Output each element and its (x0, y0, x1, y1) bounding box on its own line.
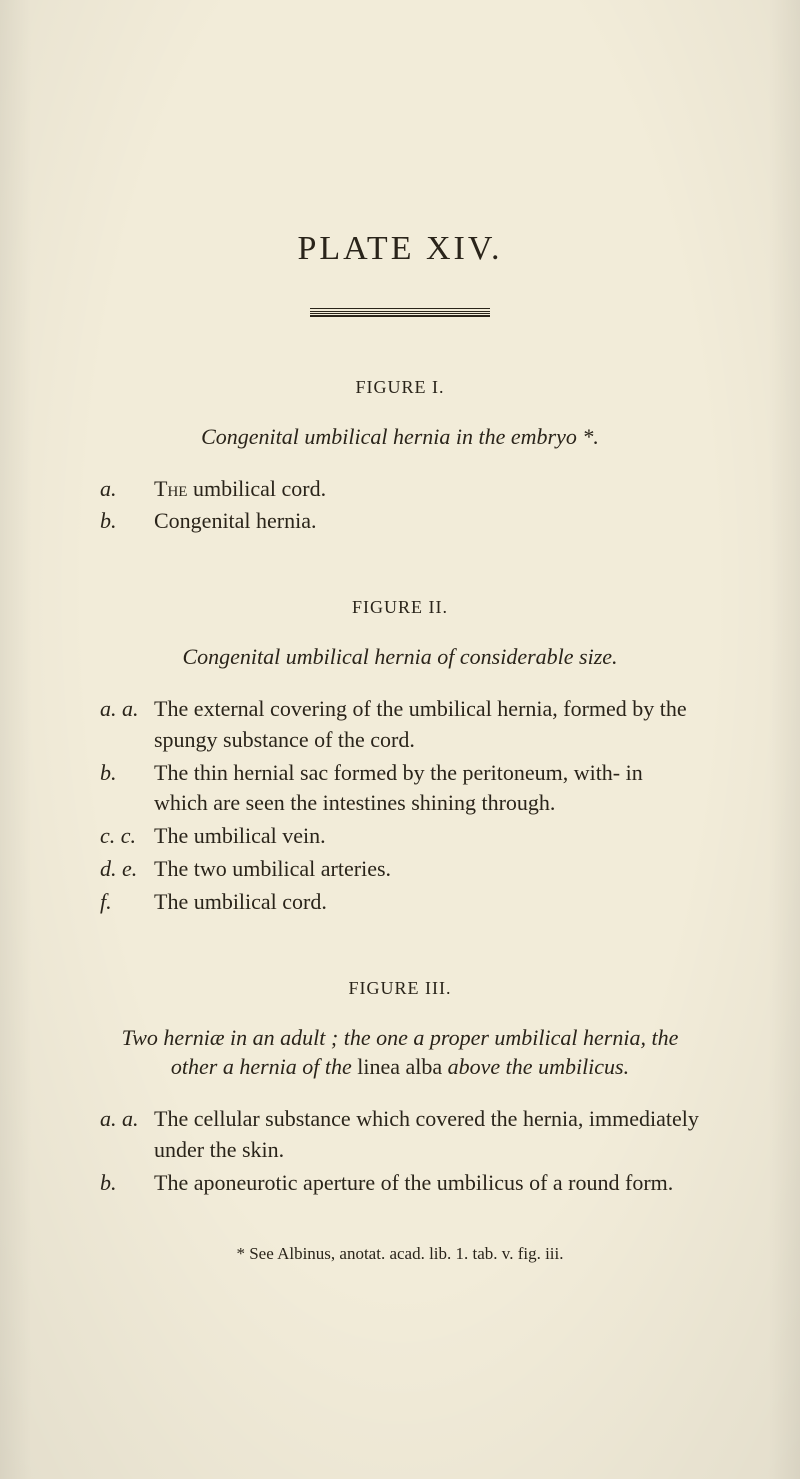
entry-label: b. (100, 758, 154, 789)
entry-text: The thin hernial sac formed by the perit… (154, 758, 700, 820)
footnote: * See Albinus, anotat. acad. lib. 1. tab… (100, 1244, 700, 1264)
title-divider (310, 308, 490, 317)
entry-label: d. e. (100, 854, 154, 885)
entry-label: c. c. (100, 821, 154, 852)
figure-caption: Congenital umbilical hernia in the embry… (100, 422, 700, 452)
figure-entries: a. a. The external covering of the umbil… (100, 694, 700, 918)
section-gap (100, 539, 700, 569)
figure-entries: a. a. The cellular substance which cover… (100, 1104, 700, 1198)
entry: b. The aponeurotic aperture of the umbil… (100, 1168, 700, 1199)
entry: a. a. The external covering of the umbil… (100, 694, 700, 756)
figure-caption: Two herniæ in an adult ; the one a prope… (100, 1023, 700, 1082)
entry: a. The umbilical cord. (100, 474, 700, 505)
entry-text: The two umbilical arteries. (154, 854, 700, 885)
figure-heading: FIGURE III. (100, 978, 700, 999)
entry: b. The thin hernial sac formed by the pe… (100, 758, 700, 820)
entry-text: The umbilical vein. (154, 821, 700, 852)
entry: d. e. The two umbilical arteries. (100, 854, 700, 885)
entry-text: The external covering of the umbilical h… (154, 694, 700, 756)
entry-label: a. a. (100, 694, 154, 725)
entry: c. c. The umbilical vein. (100, 821, 700, 852)
entry-label: a. (100, 474, 154, 505)
entry-label: f. (100, 887, 154, 918)
figure-heading: FIGURE I. (100, 377, 700, 398)
entry-label: b. (100, 506, 154, 537)
plate-title: PLATE XIV. (100, 230, 700, 268)
entry: f. The umbilical cord. (100, 887, 700, 918)
entry-label: b. (100, 1168, 154, 1199)
figure-entries: a. The umbilical cord. b. Congenital her… (100, 474, 700, 538)
entry-text: Congenital hernia. (154, 506, 700, 537)
entry-text: The umbilical cord. (154, 474, 700, 505)
section-gap (100, 920, 700, 950)
page: PLATE XIV. FIGURE I. Congenital umbilica… (0, 0, 800, 1479)
figure-heading: FIGURE II. (100, 597, 700, 618)
figure-caption: Congenital umbilical hernia of considera… (100, 642, 700, 672)
entry-text: The aponeurotic aperture of the umbilicu… (154, 1168, 700, 1199)
entry-text: The umbilical cord. (154, 887, 700, 918)
entry-text: The cellular substance which covered the… (154, 1104, 700, 1166)
entry-label: a. a. (100, 1104, 154, 1135)
entry: b. Congenital hernia. (100, 506, 700, 537)
entry: a. a. The cellular substance which cover… (100, 1104, 700, 1166)
